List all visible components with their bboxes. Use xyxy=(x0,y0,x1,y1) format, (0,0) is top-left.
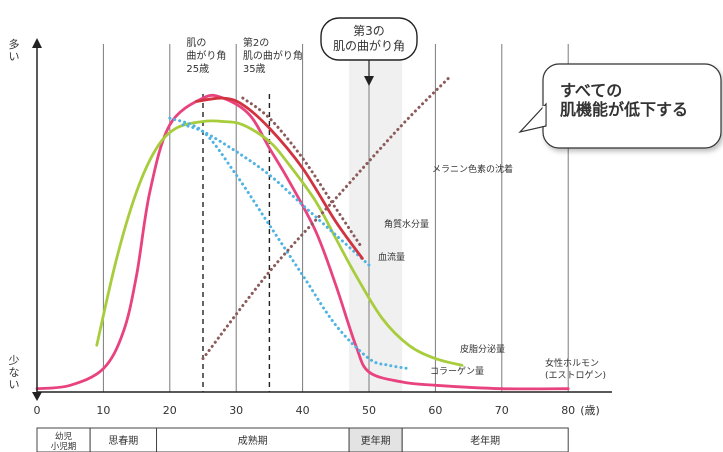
x-tick-label: 0 xyxy=(34,404,41,417)
y-label-high: 多 xyxy=(9,37,20,51)
series-label: 角質水分量 xyxy=(384,218,429,230)
y-label-low: 少 xyxy=(9,354,20,367)
series-label: 血流量 xyxy=(378,251,405,263)
series-label: コラーゲン量 xyxy=(430,365,484,377)
y-axis-arrow-bottom xyxy=(32,392,42,401)
x-tick-label: 50 xyxy=(362,404,376,417)
life-stage-label: 成熟期 xyxy=(238,434,268,447)
stage-shading xyxy=(349,48,403,392)
milestone-label-25: 曲がり角 xyxy=(186,49,226,62)
gridlines xyxy=(102,44,569,392)
callout-text: 肌機能が低下する xyxy=(560,100,688,119)
stage-shade xyxy=(349,48,403,392)
milestone-label-35: 35歳 xyxy=(243,63,266,75)
life-stage-label: 更年期 xyxy=(361,434,391,447)
series-line xyxy=(168,116,411,371)
life-stage-label: 老年期 xyxy=(470,434,500,447)
life-stage-cell xyxy=(89,427,158,452)
series-label: (エストロゲン) xyxy=(545,369,606,381)
milestone-label-25: 25歳 xyxy=(186,63,209,75)
labels: 肌の曲がり角25歳第2の肌の曲がり角35歳第3の肌の曲がり角すべての肌機能が低下… xyxy=(186,17,722,381)
life-stage-label: 幼児 xyxy=(55,431,73,442)
series-line xyxy=(95,119,464,367)
life-stage-cell xyxy=(156,427,350,452)
y-axis-arrow xyxy=(32,38,42,48)
milestone-label-50: 第3の xyxy=(353,24,385,38)
milestone-label-25: 肌の xyxy=(186,37,206,49)
callout-text: すべての xyxy=(560,81,622,100)
series-line xyxy=(35,93,570,391)
series-lines xyxy=(35,76,570,391)
series-line xyxy=(194,96,364,260)
series-label: メラニン色素の沈着 xyxy=(432,163,513,175)
milestone-pointer xyxy=(364,76,374,86)
x-tick-label: 30 xyxy=(229,404,243,417)
x-tick-label: 80 xyxy=(561,404,575,417)
series-line xyxy=(241,96,364,250)
x-tick-label: 70 xyxy=(495,404,509,417)
series-label: 皮脂分泌量 xyxy=(460,343,505,355)
y-label-high: い xyxy=(9,50,20,63)
x-axis-label: (歳) xyxy=(580,404,600,417)
x-tick-label: 10 xyxy=(96,404,110,417)
milestone-label-50: 肌の曲がり角 xyxy=(333,38,405,53)
x-tick-label: 40 xyxy=(296,404,310,417)
x-tick-label: 20 xyxy=(163,404,177,417)
milestone-label-35: 第2の xyxy=(243,36,269,49)
x-tick-label: 60 xyxy=(428,404,442,417)
series-line xyxy=(201,76,451,361)
y-label-low: な xyxy=(9,366,20,379)
life-stage-cell xyxy=(348,427,403,452)
life-stage-cell xyxy=(401,427,569,452)
life-stage-label: 思春期 xyxy=(108,435,138,447)
series-label: 女性ホルモン xyxy=(545,357,599,369)
life-stage-label: 小児期 xyxy=(51,441,77,452)
milestone-label-35: 肌の曲がり角 xyxy=(243,49,303,62)
y-label-low: い xyxy=(9,378,20,391)
callout-tail xyxy=(518,102,547,134)
series-line xyxy=(181,123,371,267)
